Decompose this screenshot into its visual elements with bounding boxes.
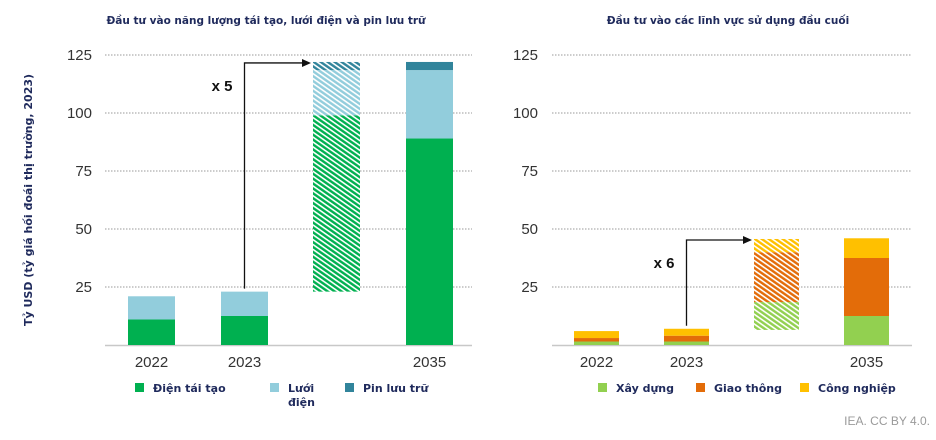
growth-arrow-line [243,62,303,289]
bar-segment-công-nghiệp-2035 [844,238,889,258]
bar-segment-điện-tái-tạo-2023 [221,316,268,345]
bar-segment-xây-dựng-increment [754,302,799,330]
y-tick-label: 75 [75,163,92,180]
chart-title: Đầu tư vào năng lượng tái tạo, lưới điện… [106,15,426,27]
y-tick-label: 100 [67,105,92,122]
y-tick-label: 50 [521,221,538,238]
bar-segment-xây-dựng-2022 [574,341,619,345]
bar-segment-giao-thông-2022 [574,338,619,342]
legend-swatch [345,383,354,392]
x-tick-label: 2022 [580,354,613,371]
bar-segment-giao-thông-2035 [844,258,889,316]
bar-segment-điện-tái-tạo-increment [313,115,360,292]
x-tick-label: 2023 [670,354,703,371]
chart-renewables-grid-storage: Đầu tư vào năng lượng tái tạo, lưới điện… [67,15,472,409]
bar-segment-pin-lưu-trữ-increment [313,61,360,71]
x-tick-label: 2023 [228,354,261,371]
bar-segment-công-nghiệp-2022 [574,331,619,339]
growth-multiplier-label: x 6 [654,255,675,272]
legend-swatch [598,383,607,392]
legend-swatch [270,383,279,392]
arrow-head-icon [302,58,311,67]
arrow-head-icon [743,235,752,244]
bar-segment-giao-thông-increment [754,252,799,303]
y-tick-label: 125 [67,47,92,64]
y-tick-label: 125 [513,47,538,64]
gridlines [105,54,472,347]
legend-label: Giao thông [714,382,782,395]
bar-segment-xây-dựng-2035 [844,316,889,345]
y-tick-label: 25 [75,279,92,296]
y-ticks: 25 50 75 100 125 [513,47,538,296]
x-tick-label: 2035 [850,354,883,371]
bar-segment-điện-tái-tạo-2035 [406,138,453,345]
bar-segment-công-nghiệp-increment [754,238,799,253]
legend-label: Công nghiệp [818,382,896,395]
bars [128,61,453,345]
growth-arrow-line [685,239,744,326]
y-tick-label: 50 [75,221,92,238]
bar-segment-giao-thông-2023 [664,335,709,342]
legend: Xây dựng Giao thông Công nghiệp [598,382,896,395]
bar-segment-lưới-điện-2023 [221,291,268,316]
x-tick-label: 2035 [413,354,446,371]
x-tick-label: 2022 [135,354,168,371]
legend-label: điện [288,396,315,409]
growth-annotation: x 5 [212,58,311,289]
chart-title: Đầu tư vào các lĩnh vực sử dụng đầu cuối [607,14,849,27]
legend-label: Điện tái tạo [153,382,226,395]
y-tick-label: 25 [521,279,538,296]
bar-segment-pin-lưu-trữ-2035 [406,61,453,71]
y-tick-label: 75 [521,163,538,180]
bar-segment-công-nghiệp-2023 [664,328,709,336]
growth-multiplier-label: x 5 [212,78,233,95]
chart-end-use-sectors: Đầu tư vào các lĩnh vực sử dụng đầu cuối… [513,14,912,395]
legend-swatch [800,383,809,392]
credit-text: IEA. CC BY 4.0. [844,414,930,428]
y-ticks: 25 50 75 100 125 [67,47,92,296]
legend-label: Lưới [288,382,314,395]
bar-segment-lưới-điện-2022 [128,296,175,320]
y-axis-label: Tỷ USD (tỷ giá hối đoái thị trường, 2023… [22,74,35,326]
growth-annotation: x 6 [654,235,752,326]
y-tick-label: 100 [513,105,538,122]
bars [574,238,889,345]
bar-segment-điện-tái-tạo-2022 [128,319,175,345]
x-ticks: 2022 2023 2035 [135,354,446,371]
bar-segment-lưới-điện-increment [313,70,360,116]
legend-label: Pin lưu trữ [363,382,429,395]
bar-segment-xây-dựng-2023 [664,341,709,345]
bar-segment-lưới-điện-2035 [406,70,453,139]
legend-label: Xây dựng [616,382,674,395]
legend-swatch [696,383,705,392]
legend-swatch [135,383,144,392]
x-ticks: 2022 2023 2035 [580,354,883,371]
